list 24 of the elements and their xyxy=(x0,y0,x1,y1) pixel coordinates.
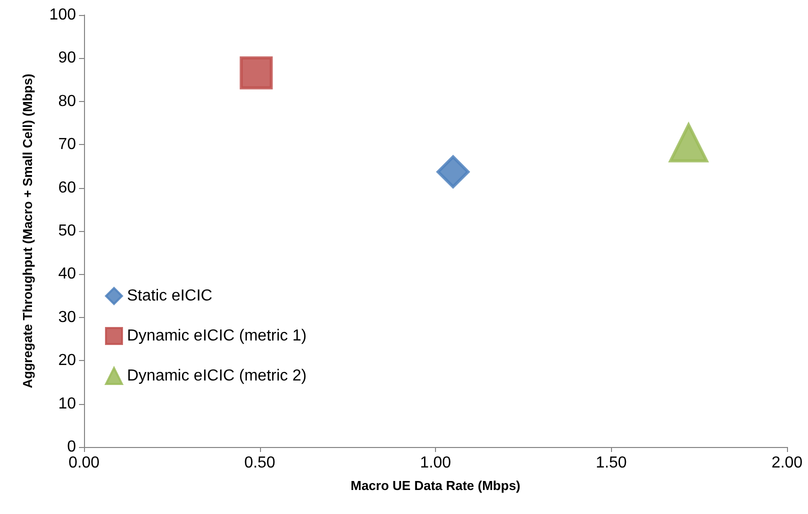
y-tick-label: 40 xyxy=(58,266,76,283)
x-tick-label: 1.50 xyxy=(596,454,627,472)
y-tick-label: 20 xyxy=(58,352,76,370)
legend-label: Dynamic eICIC (metric 2) xyxy=(127,368,307,384)
point xyxy=(669,123,708,162)
x-tick-label: 0.50 xyxy=(244,454,276,472)
legend-label: Static eICIC xyxy=(127,288,212,304)
y-tick-label: 0 xyxy=(67,438,76,456)
point xyxy=(240,56,273,90)
y-axis-title: Aggregate Throughput (Macro + Small Cell) (Mbps) xyxy=(20,74,35,388)
legend-label: Dynamic eICIC (metric 1) xyxy=(127,328,307,344)
y-tick-label: 50 xyxy=(58,222,76,240)
x-tick-label: 2.00 xyxy=(771,454,803,472)
x-tick-label: 0.00 xyxy=(68,454,100,472)
y-tick-label: 80 xyxy=(58,92,76,110)
y-tick-label: 10 xyxy=(58,395,76,412)
point xyxy=(436,155,470,188)
x-axis-title: Macro UE Data Rate (Mbps) xyxy=(350,478,520,493)
y-tick-label: 70 xyxy=(58,136,76,154)
y-tick-label: 30 xyxy=(58,308,76,326)
y-tick-label: 90 xyxy=(58,50,76,67)
x-tick-label: 1.00 xyxy=(420,454,452,472)
y-tick-label: 60 xyxy=(58,179,76,196)
y-tick-label: 100 xyxy=(49,6,76,24)
